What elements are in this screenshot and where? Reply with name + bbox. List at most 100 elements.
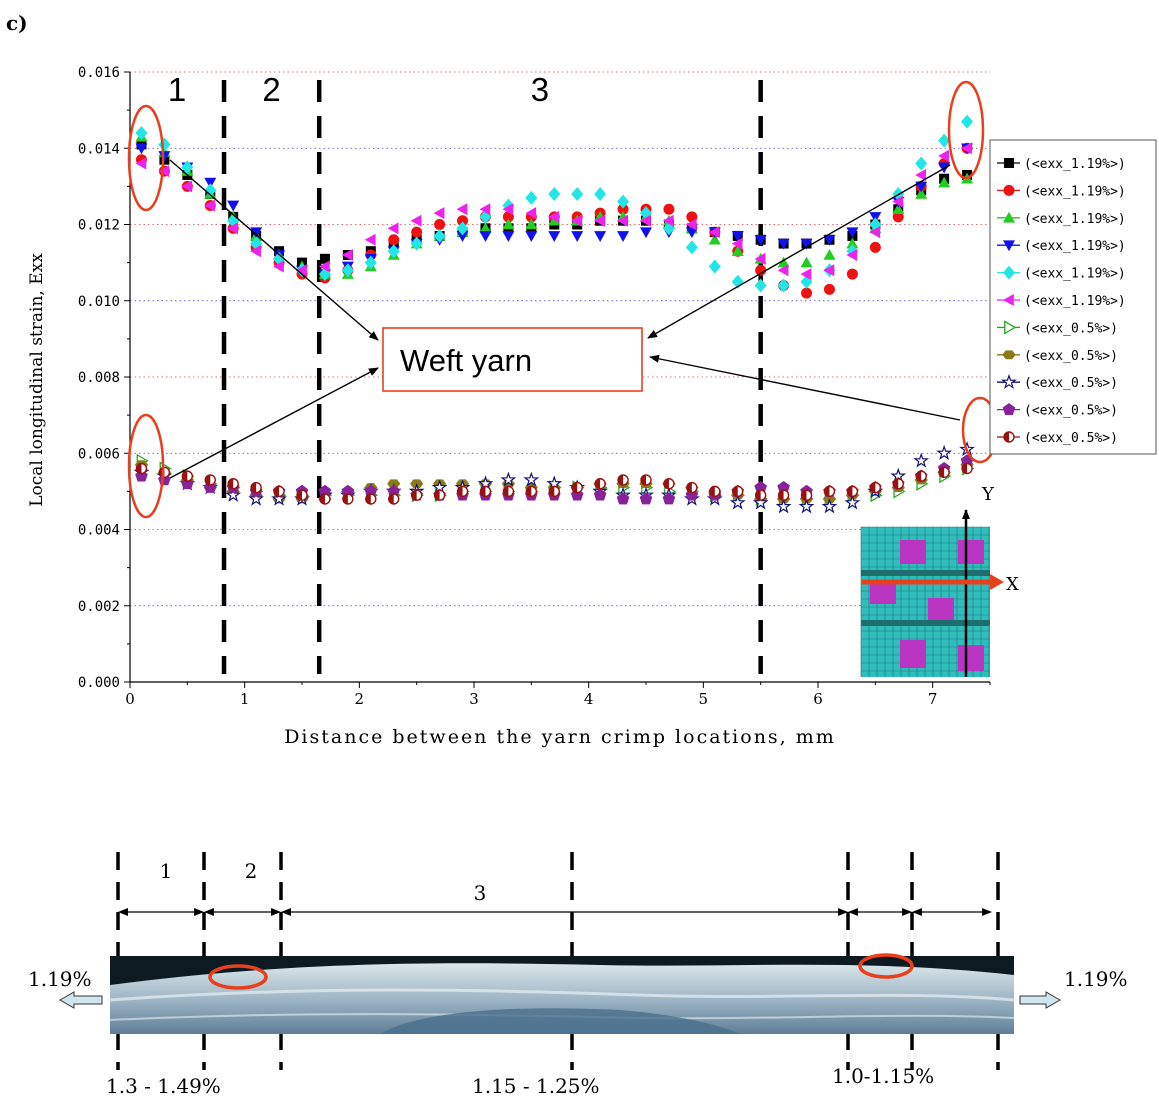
data-point xyxy=(731,245,744,256)
data-point xyxy=(411,226,423,238)
data-point xyxy=(869,226,881,239)
data-point-fill xyxy=(893,478,899,489)
data-point-fill xyxy=(801,490,807,501)
data-point xyxy=(319,253,330,264)
legend-label: (<exx_0.5%>) xyxy=(1024,321,1118,336)
strain-range-label: 1.3 - 1.49% xyxy=(106,1074,221,1098)
highlight-ellipse-top-left xyxy=(127,104,165,212)
data-point xyxy=(777,278,790,293)
highlight-ellipse xyxy=(858,953,914,979)
data-point xyxy=(434,219,446,230)
data-point xyxy=(938,149,949,162)
data-point xyxy=(821,498,838,514)
data-point xyxy=(777,256,790,268)
data-point-fill xyxy=(870,482,876,493)
data-point xyxy=(594,214,605,227)
data-point xyxy=(754,234,767,246)
data-point xyxy=(869,212,882,223)
data-point xyxy=(388,234,400,246)
legend-marker-fill xyxy=(1004,432,1009,442)
data-point xyxy=(387,244,400,259)
data-point xyxy=(273,260,284,273)
y-tick-label: 0.016 xyxy=(78,65,120,81)
data-point xyxy=(936,444,953,460)
data-point xyxy=(341,263,354,278)
data-point xyxy=(479,203,491,216)
data-point xyxy=(640,214,651,227)
highlight-ellipse xyxy=(208,964,268,990)
data-point-fill xyxy=(847,486,853,497)
legend-label: (<exx_0.5%>) xyxy=(1024,404,1118,419)
dimension-arrowhead xyxy=(194,908,204,916)
data-point xyxy=(800,256,813,268)
data-point xyxy=(938,133,951,148)
data-point xyxy=(915,188,928,199)
data-point-fill xyxy=(182,471,188,482)
data-point xyxy=(364,233,376,246)
data-point xyxy=(594,187,607,201)
region-label: 1 xyxy=(168,71,186,108)
data-point xyxy=(752,494,769,510)
data-point-fill xyxy=(549,486,555,497)
specimen-section: 1 2 3 1.19% 1.19% 1.3 - 1.49% 1.15 - 1.25% 1.0-… xyxy=(28,852,1128,1098)
matrix-region xyxy=(380,1008,740,1034)
data-point xyxy=(617,231,630,242)
x-arrowhead xyxy=(990,574,1004,590)
data-point xyxy=(869,241,881,253)
data-point-fill xyxy=(319,494,325,504)
data-point-fill xyxy=(962,463,968,474)
legend-box xyxy=(989,139,1157,455)
data-point xyxy=(823,264,835,277)
data-point-fill xyxy=(663,478,669,489)
data-point xyxy=(410,236,423,251)
data-point xyxy=(571,214,582,227)
data-point xyxy=(915,181,928,193)
data-point xyxy=(387,222,399,235)
mesh-patch xyxy=(900,640,926,668)
data-point xyxy=(846,237,859,249)
data-point-fill xyxy=(503,486,509,497)
data-point-fill xyxy=(457,486,463,497)
data-point xyxy=(158,137,171,152)
data-point xyxy=(777,238,790,250)
legend-label: (<exx_1.19%>) xyxy=(1024,212,1126,227)
data-point xyxy=(617,194,630,209)
dimension-arrowhead xyxy=(271,908,281,916)
weft-yarn-label: Weft yarn xyxy=(400,343,532,378)
data-point xyxy=(892,203,905,215)
data-point xyxy=(181,160,194,175)
legend-label: (<exx_0.5%>) xyxy=(1024,431,1118,446)
data-point xyxy=(798,498,815,514)
section-label: 1 xyxy=(160,859,173,883)
data-point xyxy=(801,287,813,299)
data-point xyxy=(616,492,630,505)
x-tick-label: 4 xyxy=(584,690,594,708)
data-point xyxy=(754,278,767,293)
data-point-fill xyxy=(916,471,922,482)
data-point-fill xyxy=(732,486,738,497)
data-point xyxy=(663,203,675,215)
mesh-patch xyxy=(958,540,984,564)
legend-marker xyxy=(1003,294,1014,306)
legend-marker xyxy=(1003,265,1015,280)
data-point xyxy=(204,177,217,189)
data-point xyxy=(479,231,492,242)
data-point xyxy=(640,227,652,239)
legend-label: (<exx_1.19%>) xyxy=(1024,239,1126,254)
legend-label: (<exx_1.19%>) xyxy=(1024,157,1126,172)
data-point xyxy=(502,203,514,216)
data-point xyxy=(502,218,515,230)
data-point xyxy=(915,168,926,181)
data-point xyxy=(502,211,514,223)
left-strain-label: 1.19% xyxy=(28,967,92,991)
data-point xyxy=(846,268,858,280)
data-point xyxy=(731,237,743,250)
data-point xyxy=(662,492,676,505)
highlight-ellipse-top-right xyxy=(947,80,985,180)
data-point-fill xyxy=(824,486,830,497)
data-point xyxy=(685,218,697,231)
legend-marker xyxy=(1003,211,1015,223)
data-point xyxy=(823,283,835,295)
data-point xyxy=(731,231,744,242)
data-point xyxy=(227,200,240,212)
